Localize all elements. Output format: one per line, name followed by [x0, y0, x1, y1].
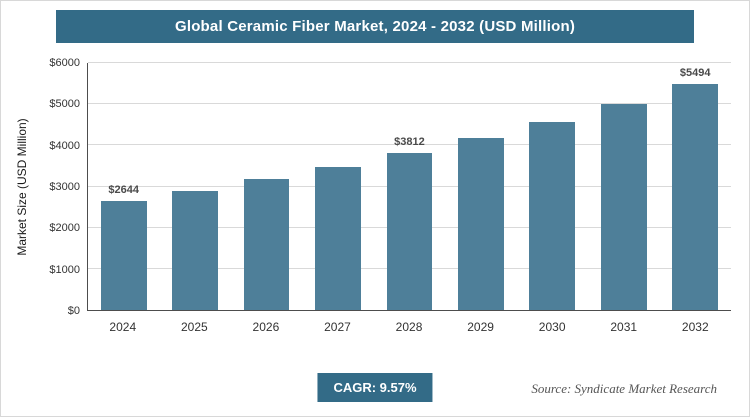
- bar-value-label: $3812: [394, 136, 425, 149]
- bar: [315, 166, 361, 310]
- bar: [100, 201, 147, 310]
- y-axis-title: Market Size (USD Million): [15, 118, 29, 256]
- bar-slot: [588, 63, 659, 310]
- bar-slot: [231, 63, 302, 310]
- y-tick-label: $5000: [49, 98, 80, 111]
- bar: [529, 121, 576, 310]
- x-tick-label: 2024: [109, 320, 137, 334]
- bar: [672, 83, 719, 310]
- x-tick-label: 2025: [180, 320, 208, 334]
- bar-slot: $2644: [88, 63, 159, 310]
- bar-slot: [445, 63, 516, 310]
- x-tick-label: 2029: [467, 320, 494, 334]
- bar: [243, 179, 290, 310]
- gridline: [88, 144, 731, 146]
- x-tick-label: 2031: [610, 320, 638, 334]
- bar-chart: Market Size (USD Million) $0 $1000 $2000 $3…: [11, 57, 731, 341]
- y-axis-ticks: $0 $1000 $2000 $3000 $4000 $5000 $6000: [33, 57, 87, 317]
- bar: [386, 153, 433, 310]
- source-text: Source: Syndicate Market Research: [531, 381, 717, 396]
- bar-slot: [159, 63, 230, 310]
- x-tick-label: 2030: [538, 320, 566, 334]
- y-axis-title-wrap: Market Size (USD Million): [11, 63, 33, 311]
- x-axis-labels: 2024 2025 2026 2027 2028 2029 2030 2031 2032: [87, 311, 731, 341]
- chart-title: Global Ceramic Fiber Market, 2024 - 2032…: [174, 18, 576, 35]
- bar: [600, 103, 647, 310]
- gridline: [88, 103, 731, 105]
- bar-value-label: $2644: [108, 184, 140, 197]
- x-tick-label: 2027: [324, 320, 351, 334]
- y-tick-label: $4000: [49, 139, 80, 152]
- cagr-label: CAGR: 9.57%: [333, 380, 417, 395]
- bar: [458, 138, 504, 310]
- y-tick-label: $6000: [49, 57, 80, 69]
- bar: [172, 190, 219, 310]
- plot-area: $2644 $3812 $5494: [87, 62, 731, 311]
- gridline: [88, 62, 731, 63]
- x-tick-label: 2026: [252, 320, 280, 334]
- bar-slot: $3812: [374, 63, 445, 310]
- bar-value-label: $5494: [679, 66, 711, 79]
- cagr-badge: CAGR: 9.57%: [317, 373, 433, 402]
- x-tick-label: 2028: [395, 320, 423, 334]
- x-tick-label: 2032: [681, 320, 709, 334]
- bars-container: $2644 $3812 $5494: [88, 63, 731, 310]
- bar-slot: $5494: [660, 63, 731, 310]
- y-tick-label: $3000: [49, 181, 80, 193]
- y-tick-label: $1000: [49, 263, 80, 276]
- y-tick-label: $0: [67, 305, 80, 317]
- bar-slot: [517, 63, 588, 310]
- chart-title-banner: Global Ceramic Fiber Market, 2024 - 2032…: [56, 10, 694, 43]
- bar-slot: [302, 63, 373, 310]
- y-tick-label: $2000: [49, 222, 80, 235]
